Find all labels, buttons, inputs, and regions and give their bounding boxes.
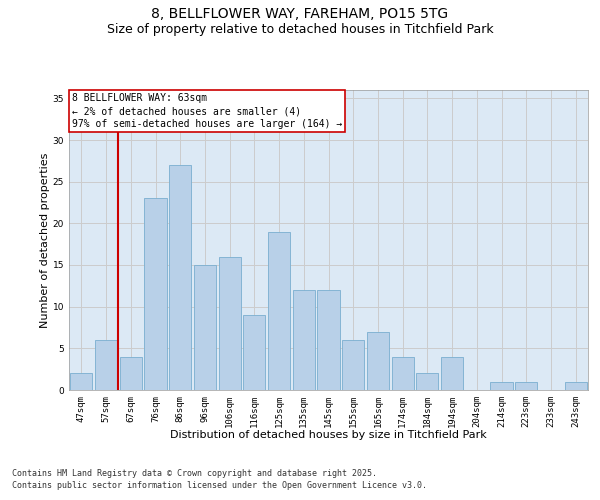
- Bar: [169, 165, 191, 390]
- Bar: [218, 256, 241, 390]
- Bar: [490, 382, 512, 390]
- Text: 8, BELLFLOWER WAY, FAREHAM, PO15 5TG: 8, BELLFLOWER WAY, FAREHAM, PO15 5TG: [151, 8, 449, 22]
- Bar: [243, 315, 265, 390]
- Bar: [194, 265, 216, 390]
- X-axis label: Distribution of detached houses by size in Titchfield Park: Distribution of detached houses by size …: [170, 430, 487, 440]
- Bar: [293, 290, 315, 390]
- Bar: [565, 382, 587, 390]
- Text: Size of property relative to detached houses in Titchfield Park: Size of property relative to detached ho…: [107, 22, 493, 36]
- Text: 8 BELLFLOWER WAY: 63sqm
← 2% of detached houses are smaller (4)
97% of semi-deta: 8 BELLFLOWER WAY: 63sqm ← 2% of detached…: [71, 93, 342, 130]
- Bar: [342, 340, 364, 390]
- Bar: [416, 374, 439, 390]
- Text: Contains public sector information licensed under the Open Government Licence v3: Contains public sector information licen…: [12, 481, 427, 490]
- Y-axis label: Number of detached properties: Number of detached properties: [40, 152, 50, 328]
- Bar: [268, 232, 290, 390]
- Bar: [95, 340, 117, 390]
- Bar: [145, 198, 167, 390]
- Bar: [515, 382, 538, 390]
- Bar: [367, 332, 389, 390]
- Bar: [70, 374, 92, 390]
- Bar: [441, 356, 463, 390]
- Bar: [317, 290, 340, 390]
- Text: Contains HM Land Registry data © Crown copyright and database right 2025.: Contains HM Land Registry data © Crown c…: [12, 468, 377, 477]
- Bar: [392, 356, 414, 390]
- Bar: [119, 356, 142, 390]
